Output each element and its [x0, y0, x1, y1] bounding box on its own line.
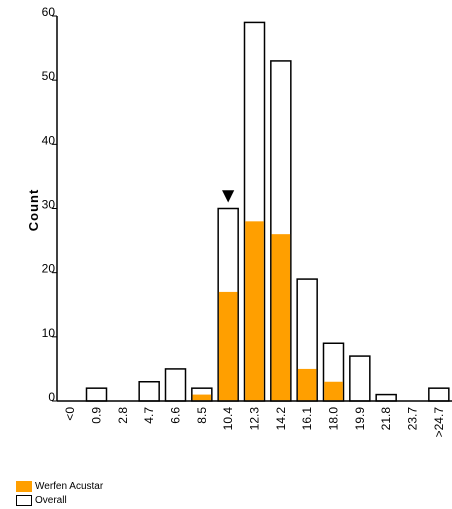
legend-item-werfen: Werfen Acustar	[16, 479, 103, 493]
y-tick-label: 60	[42, 5, 56, 19]
bar-werfen	[271, 234, 291, 401]
x-tick-label: 12.3	[248, 407, 262, 431]
legend-swatch-overall	[16, 494, 32, 506]
bars	[85, 21, 450, 402]
y-tick-label: 10	[42, 326, 56, 340]
legend: Werfen Acustar Overall	[16, 479, 103, 507]
bar-werfen	[297, 368, 317, 401]
bar-werfen	[324, 381, 343, 401]
bar-overall	[85, 387, 108, 402]
marker-arrow: ▼	[222, 186, 235, 205]
x-tick-label: 2.8	[116, 407, 130, 424]
bar-werfen	[192, 394, 212, 401]
bar-overall	[349, 355, 371, 402]
y-axis-label: Count	[26, 189, 41, 232]
y-tick-label: 20	[42, 262, 56, 276]
y-tick-label: 40	[42, 133, 56, 147]
chart: <0 0.9 2.8 4.7 6.6 8.5 10.4 ▼ 12.3 14.2 16.1 18.0 19…	[26, 5, 452, 437]
x-tick-label: 19.9	[353, 407, 367, 431]
legend-label-overall: Overall	[35, 494, 67, 506]
legend-label-werfen: Werfen Acustar	[35, 480, 104, 492]
x-tick-label: 4.7	[142, 407, 156, 424]
x-tick-label: 8.5	[195, 407, 209, 424]
bar-werfen	[245, 221, 264, 401]
bar-overall	[164, 368, 187, 402]
x-tick-label: 23.7	[406, 407, 420, 431]
legend-swatch-werfen	[16, 480, 32, 492]
bar-overall	[375, 393, 397, 402]
x-tick-label: 14.2	[274, 407, 288, 431]
y-tick-label: 0	[48, 390, 55, 404]
x-tick-label: 10.4	[221, 407, 235, 431]
x-tick-label: >24.7	[432, 407, 446, 438]
bar-werfen	[218, 291, 238, 401]
legend-item-overall: Overall	[16, 493, 103, 507]
x-tick-label: 6.6	[169, 407, 183, 424]
x-tick-label: 21.8	[379, 407, 393, 431]
y-tick-label: 50	[42, 69, 56, 83]
x-tick-label: <0	[63, 407, 77, 421]
bar-overall	[428, 387, 450, 402]
bar-overall	[138, 381, 160, 402]
x-tick-label: 16.1	[300, 407, 314, 431]
x-tick-label: 18.0	[327, 407, 341, 431]
axes: <0 0.9 2.8 4.7 6.6 8.5 10.4 ▼ 12.3 14.2 16.1 18.0 19…	[42, 5, 452, 437]
y-tick-label: 30	[42, 198, 56, 212]
x-tick-label: 0.9	[90, 407, 104, 424]
